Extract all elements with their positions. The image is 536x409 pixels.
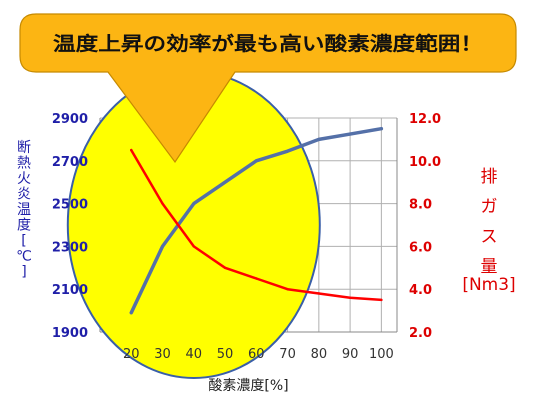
right-axis-label-char: 排 xyxy=(481,167,498,187)
data-point-left-1 xyxy=(161,245,164,248)
data-point-right-0 xyxy=(130,148,133,152)
data-point-right-8 xyxy=(380,298,383,302)
left-tick-label: 2300 xyxy=(52,240,88,255)
data-point-left-8 xyxy=(380,127,383,130)
data-point-left-6 xyxy=(317,138,321,141)
right-axis-label-char: [Nm3] xyxy=(462,275,515,295)
x-tick-label: 30 xyxy=(154,347,171,362)
series-layer xyxy=(129,126,384,315)
right-tick-label: 2.0 xyxy=(409,326,432,341)
data-point-left-0 xyxy=(130,311,133,314)
x-tick-label: 20 xyxy=(123,347,140,362)
x-tick-label: 80 xyxy=(311,347,328,362)
left-axis-label-char: ] xyxy=(21,264,26,280)
left-axis-ticks: 1900 2100 2300 2500 2700 2900 xyxy=(52,112,88,341)
left-axis-label-char: 温 xyxy=(17,202,31,218)
data-point-right-7 xyxy=(348,296,352,299)
right-axis-ticks: 2.0 4.0 6.0 8.0 10.0 12.0 xyxy=(409,112,441,341)
x-tick-label: 70 xyxy=(279,347,296,362)
left-axis-label-char: 断 xyxy=(17,140,31,156)
data-point-right-5 xyxy=(286,288,289,291)
right-tick-label: 12.0 xyxy=(409,112,441,127)
left-tick-label: 2700 xyxy=(52,155,88,170)
right-tick-label: 8.0 xyxy=(409,198,432,213)
data-point-left-2 xyxy=(192,202,195,205)
x-axis-ticks: 20 30 40 50 60 70 80 90 100 xyxy=(123,347,394,362)
right-axis-label-char: 量 xyxy=(481,257,498,277)
left-axis-label-char: 度 xyxy=(17,218,31,234)
left-tick-label: 2100 xyxy=(52,283,88,298)
callout-text: 温度上昇の効率が最も高い酸素濃度範囲！ xyxy=(53,32,483,55)
data-point-right-4 xyxy=(255,277,258,280)
x-tick-label: 40 xyxy=(186,347,203,362)
callout-bubble xyxy=(19,13,517,164)
data-point-right-2 xyxy=(192,245,195,248)
x-tick-label: 50 xyxy=(217,347,234,362)
data-point-right-3 xyxy=(223,266,227,269)
left-tick-label: 2500 xyxy=(52,198,88,213)
x-tick-label: 90 xyxy=(342,347,359,362)
right-axis-label-char: ガ xyxy=(481,197,498,217)
right-tick-label: 10.0 xyxy=(409,155,441,170)
left-tick-label: 1900 xyxy=(52,326,88,341)
x-tick-label: 60 xyxy=(248,347,265,362)
x-tick-label: 100 xyxy=(369,347,394,362)
left-axis-label-char: ℃ xyxy=(16,249,32,265)
right-tick-label: 6.0 xyxy=(409,240,432,255)
left-tick-label: 2900 xyxy=(52,112,88,127)
data-point-right-6 xyxy=(317,292,321,295)
right-tick-label: 4.0 xyxy=(409,283,432,298)
x-axis-label: 酸素濃度[%] xyxy=(208,378,288,394)
data-point-left-3 xyxy=(223,181,227,184)
callout: 温度上昇の効率が最も高い酸素濃度範囲！ xyxy=(19,13,517,164)
left-axis-label-char: [ xyxy=(21,233,26,249)
left-axis-label-char: 熱 xyxy=(17,156,31,172)
data-point-left-4 xyxy=(255,159,258,162)
data-point-left-7 xyxy=(348,132,352,136)
data-point-left-5 xyxy=(286,149,289,153)
left-axis-label-char: 炎 xyxy=(17,187,31,203)
right-axis-label-char: ス xyxy=(481,227,498,247)
left-axis-label-char: 火 xyxy=(17,171,31,187)
data-point-right-1 xyxy=(161,202,164,205)
